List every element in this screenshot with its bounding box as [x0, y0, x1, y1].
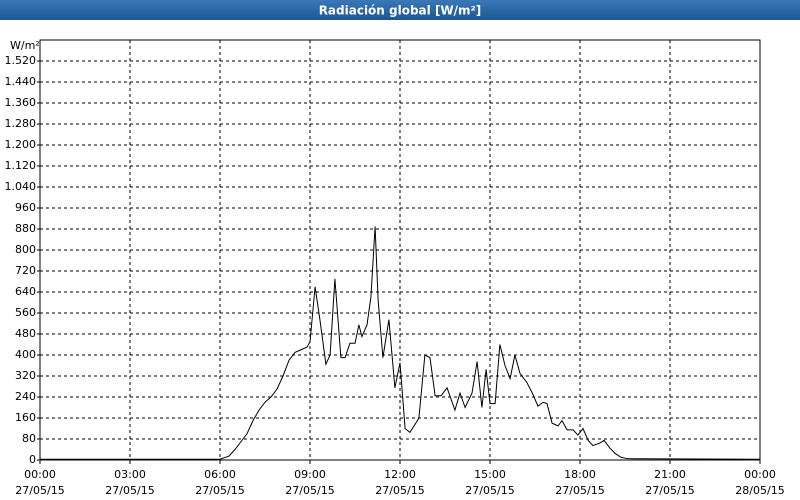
y-tick-label: 800 [15, 243, 36, 256]
y-tick-label: 1.360 [5, 96, 37, 109]
chart-title: Radiación global [W/m²] [319, 4, 482, 18]
x-tick-label: 21:00 27/05/15 [645, 468, 694, 497]
x-tick-label: 09:00 27/05/15 [285, 468, 334, 497]
y-tick-label: 240 [15, 390, 36, 403]
y-tick-label: 560 [15, 306, 36, 319]
y-tick-label: 880 [15, 222, 36, 235]
y-axis-label: W/m² [10, 39, 40, 52]
x-tick-label: 06:00 27/05/15 [195, 468, 244, 497]
y-tick-label: 320 [15, 369, 36, 382]
y-tick-label: 1.200 [5, 138, 37, 151]
y-tick-label: 1.520 [5, 54, 37, 67]
y-tick-label: 640 [15, 285, 36, 298]
x-tick-label: 00:00 27/05/15 [15, 468, 64, 497]
x-tick-label: 03:00 27/05/15 [105, 468, 154, 497]
x-tick-label: 15:00 27/05/15 [465, 468, 514, 497]
y-tick-label: 1.120 [5, 159, 37, 172]
y-tick-label: 720 [15, 264, 36, 277]
y-tick-label: 960 [15, 201, 36, 214]
y-tick-label: 80 [22, 432, 36, 445]
y-tick-label: 0 [29, 453, 36, 466]
title-bar [0, 0, 800, 20]
y-tick-label: 160 [15, 411, 36, 424]
data-line [40, 226, 761, 460]
x-tick-label: 18:00 27/05/15 [555, 468, 604, 497]
y-tick-label: 480 [15, 327, 36, 340]
x-tick-label: 00:00 28/05/15 [735, 468, 784, 497]
y-tick-label: 1.040 [5, 180, 37, 193]
y-tick-label: 400 [15, 348, 36, 361]
y-tick-label: 1.440 [5, 75, 37, 88]
x-tick-label: 12:00 27/05/15 [375, 468, 424, 497]
y-tick-label: 1.280 [5, 117, 37, 130]
